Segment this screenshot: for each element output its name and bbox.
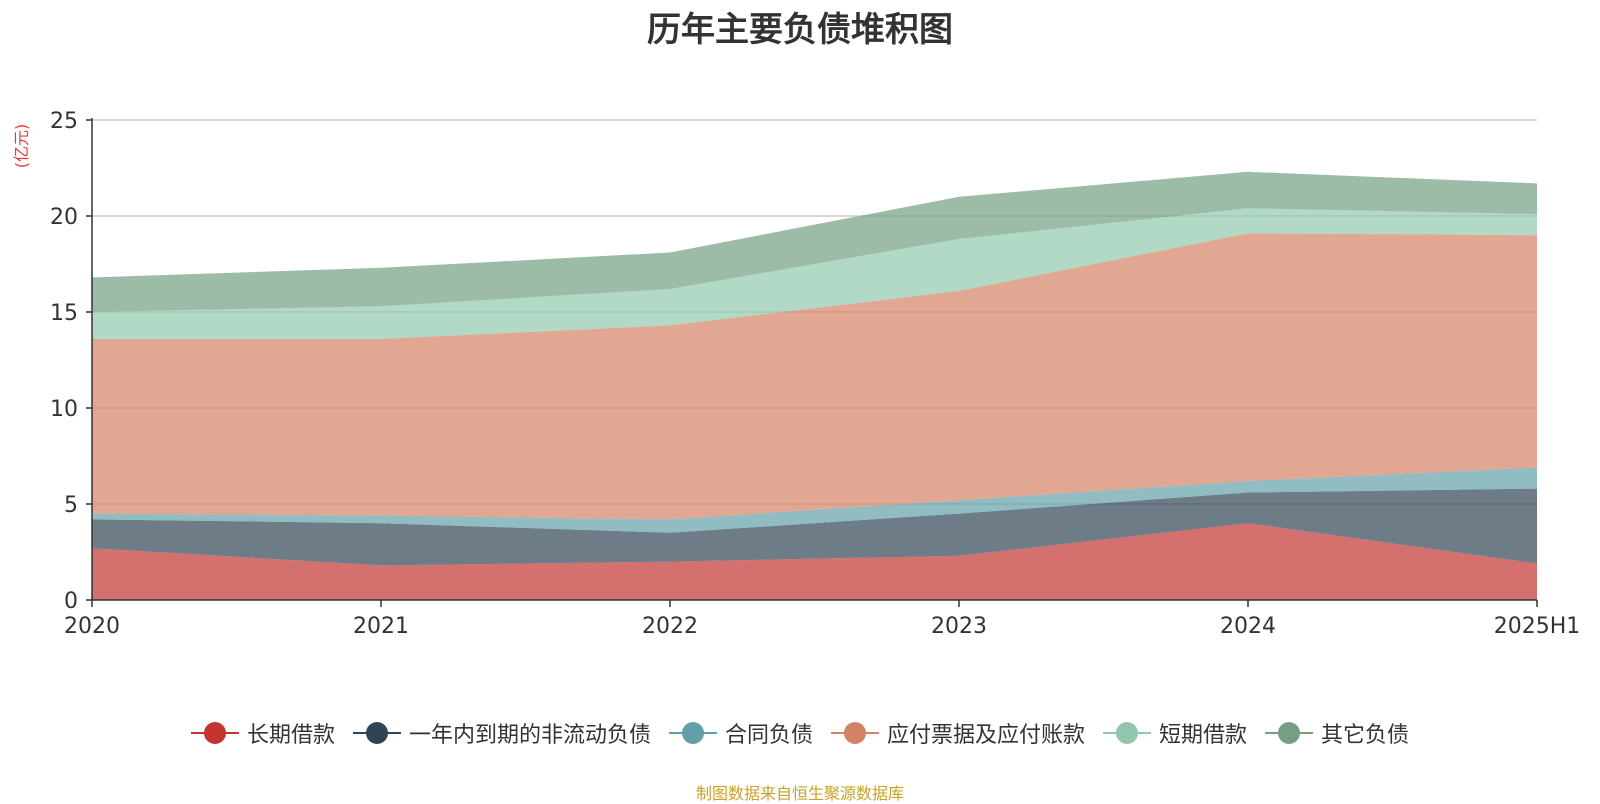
x-tick-label: 2021 bbox=[353, 614, 409, 639]
x-tick-label: 2024 bbox=[1220, 614, 1276, 639]
legend-item[interactable]: 应付票据及应付账款 bbox=[831, 717, 1085, 749]
legend-item[interactable]: 短期借款 bbox=[1103, 717, 1247, 749]
legend-item[interactable]: 长期借款 bbox=[190, 717, 335, 749]
source-note: 制图数据来自恒生聚源数据库 bbox=[695, 784, 904, 803]
area-series bbox=[92, 171, 1537, 312]
area-series bbox=[92, 488, 1537, 566]
chart-title: 历年主要负债堆积图 bbox=[647, 10, 953, 50]
legend-label: 长期借款 bbox=[246, 723, 335, 748]
legend-swatch-icon bbox=[1103, 721, 1152, 745]
axes: 0 5 10 15 20 25 2020 2021 2022 2023 2024 2025H1 bbox=[50, 109, 1580, 639]
area-series bbox=[92, 523, 1537, 600]
legend-label: 合同负债 bbox=[724, 723, 813, 748]
y-tick-label: 25 bbox=[50, 109, 78, 134]
legend-label: 其它负债 bbox=[1321, 723, 1410, 748]
legend-swatch-icon bbox=[668, 721, 717, 745]
legend-swatch-icon bbox=[1265, 721, 1314, 745]
x-tick-label: 2020 bbox=[64, 614, 120, 639]
y-tick-label: 15 bbox=[50, 301, 78, 326]
legend-label: 一年内到期的非流动负债 bbox=[408, 723, 651, 748]
x-tick-label: 2023 bbox=[931, 614, 987, 639]
legend-label: 应付票据及应付账款 bbox=[887, 723, 1086, 748]
legend-swatch-icon bbox=[190, 721, 239, 745]
legend-item[interactable]: 一年内到期的非流动负债 bbox=[352, 717, 651, 749]
legend-item[interactable]: 合同负债 bbox=[668, 717, 813, 749]
area-series-group bbox=[92, 171, 1537, 600]
y-tick-label: 20 bbox=[50, 205, 78, 230]
legend-item[interactable]: 其它负债 bbox=[1265, 717, 1409, 749]
y-tick-label: 0 bbox=[64, 589, 78, 614]
legend-swatch-icon bbox=[352, 721, 401, 745]
area-series bbox=[92, 208, 1537, 339]
legend-swatch-icon bbox=[831, 721, 879, 745]
legend: 长期借款 一年内到期的非流动负债 合同负债 应付票据及应付账款 短期借款 其它负债 bbox=[0, 717, 1600, 749]
x-tick-label: 2022 bbox=[642, 614, 698, 639]
y-tick-label: 10 bbox=[50, 397, 78, 422]
x-tick-label: 2025H1 bbox=[1494, 614, 1581, 639]
y-axis-unit-label: (亿元) bbox=[12, 124, 31, 169]
area-series bbox=[92, 467, 1537, 533]
y-tick-label: 5 bbox=[64, 493, 78, 518]
legend-label: 短期借款 bbox=[1159, 723, 1248, 748]
area-series bbox=[92, 233, 1537, 520]
